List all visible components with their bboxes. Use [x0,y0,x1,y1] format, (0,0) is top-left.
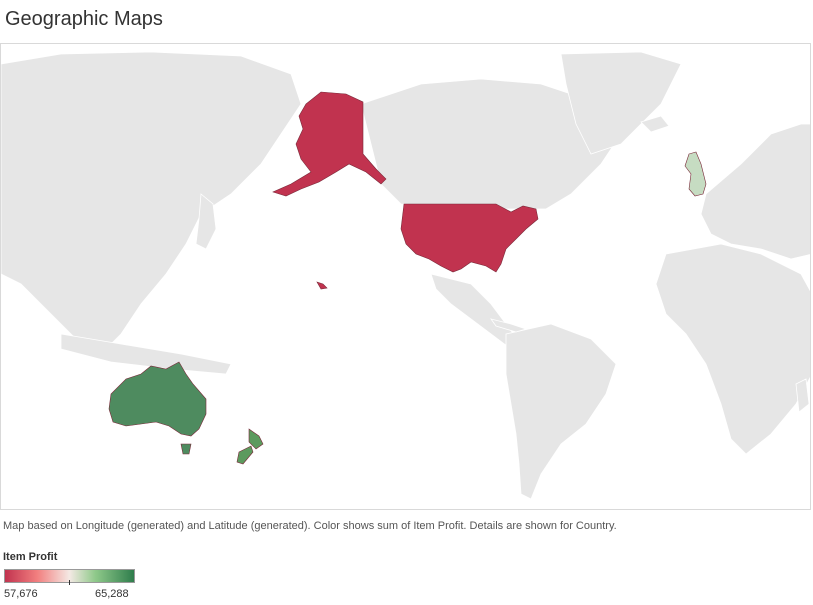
land-africa [655,243,810,455]
land-canada [360,78,622,210]
country-tasmania[interactable] [180,443,192,455]
map-caption: Map based on Longitude (generated) and L… [3,520,617,532]
country-alaska[interactable] [272,91,387,197]
land-indonesia [60,333,232,375]
legend-min-label: 57,676 [4,588,38,600]
land-iceland [640,115,670,133]
land-caribbean [490,318,528,333]
legend-title: Item Profit [3,551,58,563]
country-hawaii[interactable] [316,281,328,290]
land-europe [700,123,810,260]
country-australia[interactable] [108,361,207,437]
land-asia [1,51,302,355]
highlighted-countries[interactable] [108,91,707,465]
land-japan [195,193,217,250]
country-new-zealand[interactable] [236,428,264,465]
land-madagascar [795,378,810,413]
country-united-states[interactable] [400,203,539,273]
land-greenland [560,51,682,155]
map-view[interactable] [0,43,811,510]
legend-midpoint-tick [69,580,70,585]
world-map[interactable] [1,44,811,510]
legend-max-label: 65,288 [95,588,129,600]
background-land [1,51,810,500]
land-south-america [505,323,617,500]
page-title: Geographic Maps [5,8,163,30]
country-united-kingdom[interactable] [684,151,707,197]
